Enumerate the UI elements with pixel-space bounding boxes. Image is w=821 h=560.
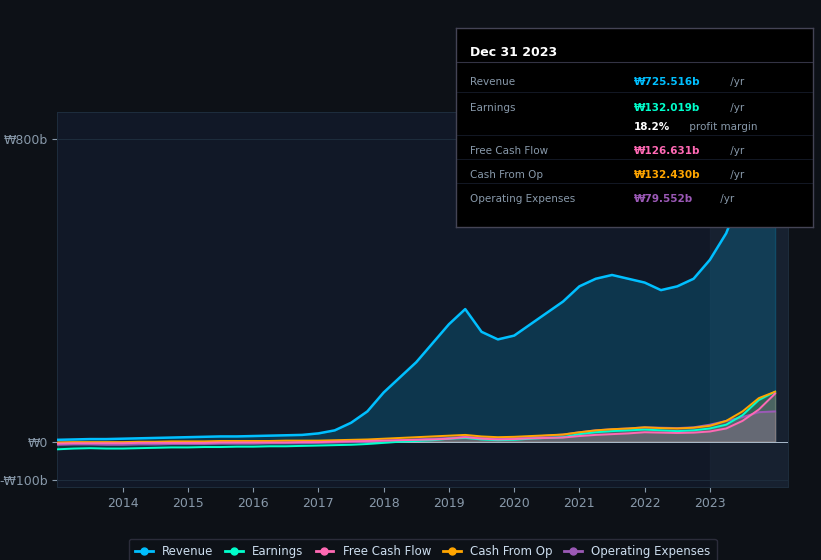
Legend: Revenue, Earnings, Free Cash Flow, Cash From Op, Operating Expenses: Revenue, Earnings, Free Cash Flow, Cash … xyxy=(129,539,717,560)
Text: ₩132.019b: ₩132.019b xyxy=(635,102,700,113)
Text: Dec 31 2023: Dec 31 2023 xyxy=(470,46,557,59)
Text: ₩725.516b: ₩725.516b xyxy=(635,77,701,87)
Text: Revenue: Revenue xyxy=(470,77,515,87)
Text: /yr: /yr xyxy=(727,170,745,180)
Text: /yr: /yr xyxy=(727,146,745,156)
Text: ₩79.552b: ₩79.552b xyxy=(635,194,694,204)
Text: Earnings: Earnings xyxy=(470,102,516,113)
Text: 18.2%: 18.2% xyxy=(635,123,671,132)
Text: ₩132.430b: ₩132.430b xyxy=(635,170,701,180)
Text: /yr: /yr xyxy=(717,194,734,204)
Text: Free Cash Flow: Free Cash Flow xyxy=(470,146,548,156)
Text: ₩126.631b: ₩126.631b xyxy=(635,146,700,156)
Text: /yr: /yr xyxy=(727,77,745,87)
Text: profit margin: profit margin xyxy=(686,123,758,132)
Text: Cash From Op: Cash From Op xyxy=(470,170,543,180)
Text: /yr: /yr xyxy=(727,102,745,113)
Text: Operating Expenses: Operating Expenses xyxy=(470,194,576,204)
Bar xyxy=(710,112,788,487)
